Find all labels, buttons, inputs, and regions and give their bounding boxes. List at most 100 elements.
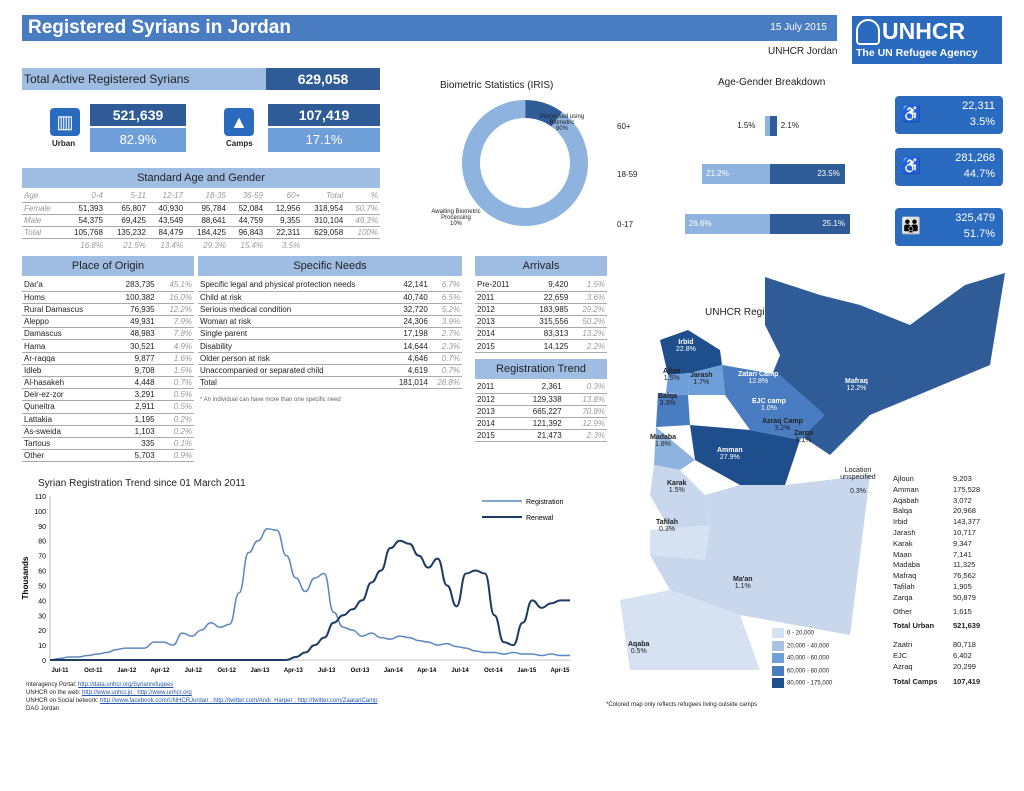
y-tick-label: 10 — [38, 643, 46, 650]
table-cell: 83,313 — [543, 329, 569, 339]
governorate-value: 1,615 — [953, 606, 972, 616]
region-amman — [690, 425, 800, 485]
table-cell: 2014 — [477, 329, 495, 339]
table-cell: 7.8% — [173, 329, 192, 339]
table-row: As-sweida 1,103 0.2% — [22, 425, 194, 438]
female-pct: 21.2% — [706, 169, 729, 178]
region-madaba — [654, 427, 695, 470]
table-cell: 105,768 — [74, 228, 103, 238]
table-row: 2015 14,125 2.2% — [475, 340, 607, 353]
governorate-value: 7,141 — [953, 549, 972, 559]
table-cell: 2015 — [477, 431, 495, 441]
unhcr-emblem-icon — [856, 19, 880, 45]
y-tick-label: 60 — [38, 569, 46, 576]
y-axis-label: Thousands — [21, 556, 30, 599]
x-tick-label: Oct-14 — [484, 668, 503, 674]
table-row: Damascus 48,983 7.8% — [22, 328, 194, 340]
region-pct: 3.3% — [659, 400, 676, 407]
table-cell: 3,291 — [134, 390, 155, 400]
table-cell: Pre-2011 — [477, 280, 510, 290]
table-cell: 48,983 — [130, 329, 155, 339]
governorate-value: 143,377 — [953, 517, 981, 527]
table-cell: 12.9% — [582, 419, 605, 429]
reg-trend-table: 2011 2,361 0.3% 2012 129,338 13.8% 2013 665,227… — [475, 381, 607, 442]
table-cell: 129,338 — [532, 394, 562, 404]
processed-label: Processed using Biometric 90% — [539, 114, 585, 132]
table-cell: 42,141 — [403, 280, 428, 290]
region-pct: 1.0% — [760, 405, 777, 412]
x-tick-label: Jan-15 — [517, 668, 537, 674]
region-pct: 0.5% — [630, 648, 647, 655]
table-row: 2013 315,556 50.2% — [475, 316, 607, 328]
table-header-cell: % — [370, 191, 378, 201]
table-cell: 16.8% — [80, 240, 103, 250]
age-stat-pct: 44.7% — [963, 168, 995, 180]
portal-link[interactable]: http://data.unhcr.org/Syrianrefugees — [78, 682, 174, 688]
table-cell: 2.3% — [586, 431, 605, 441]
table-cell: Female — [24, 203, 51, 213]
needs-table: Specific legal and physical protection n… — [198, 279, 462, 389]
table-cell: 13.8% — [582, 394, 605, 404]
table-row: Total 105,768 135,232 84,479 184,425 96,843 22… — [22, 227, 380, 239]
governorate-row: Madaba 11,325 — [893, 560, 1003, 571]
table-cell: 40,930 — [158, 203, 184, 213]
table-cell: 135,232 — [116, 228, 146, 238]
table-row: Idleb 9,708 1.5% — [22, 364, 194, 377]
people-icon: ♿ — [901, 158, 921, 175]
x-tick-label: Jul-14 — [451, 668, 469, 674]
table-cell: 21,473 — [537, 431, 562, 441]
table-cell: 0.3% — [586, 382, 605, 392]
governorate-row: Balqa 20,968 — [893, 506, 1003, 517]
governorate-name: Balqa — [893, 506, 913, 516]
governorate-row: Other 1,615 — [893, 607, 1003, 618]
social-link[interactable]: http://www.facebook.com/UNHCRJordan ; ht… — [100, 698, 378, 704]
legend-item: 60,000 - 80,000 — [772, 665, 832, 679]
arrivals-table: Pre-2011 9,420 1.5% 2011 22,659 3.6% 2012 183,9… — [475, 279, 607, 353]
region-pct: 1.5% — [668, 487, 685, 494]
governorate-name: EJC — [893, 650, 908, 660]
table-cell: 17,198 — [403, 329, 428, 339]
biometric-title: Biometric Statistics (IRIS) — [440, 80, 554, 91]
logo-subtext: The UN Refugee Agency — [856, 47, 978, 59]
trend-chart: Thousands 0 10 20 30 40 50 60 70 80 90 100 110 Jul-11… — [21, 494, 570, 674]
table-cell: Unaccompanied or separated child — [200, 365, 324, 375]
table-cell: 318,954 — [314, 203, 344, 213]
table-header-cell: Total — [326, 191, 344, 201]
region-name: Balqa — [658, 393, 678, 400]
map-region-label: EJC camp 1.0% — [752, 398, 786, 412]
table-cell: 14,644 — [403, 341, 428, 351]
region-name: Karak — [667, 480, 687, 487]
governorate-row: Ajloun 9,203 — [893, 474, 1003, 485]
x-tick-label: Jan-14 — [384, 668, 404, 674]
table-cell: 184,425 — [197, 228, 226, 238]
table-cell: 1.6% — [173, 353, 192, 363]
x-tick-label: Jul-12 — [185, 668, 203, 674]
table-cell: 12,956 — [275, 203, 301, 213]
web-link[interactable]: http://www.unhcr.jo ; http://www.unhcr.o… — [82, 690, 192, 696]
table-cell: 2011 — [477, 292, 495, 302]
people-icon: 👪 — [901, 218, 921, 235]
x-tick-label: Jul-11 — [51, 668, 69, 674]
legend-swatch — [772, 628, 784, 638]
governorate-row: Mafraq 76,562 — [893, 571, 1003, 582]
table-cell: 9,708 — [134, 365, 155, 375]
footer-credit: DAG Jordan — [26, 706, 60, 712]
table-cell: 76,935 — [130, 304, 155, 314]
region-name: EJC camp — [752, 398, 786, 405]
table-cell: 1,195 — [134, 414, 155, 424]
table-row: Child at risk 40,740 6.5% — [198, 291, 462, 304]
needs-title: Specific Needs — [198, 256, 462, 276]
table-cell: Al-hasakeh — [24, 378, 65, 388]
region-name: Jarash — [690, 372, 713, 379]
region-pct: 1.1% — [734, 583, 751, 590]
map-region-label: Madaba 1.8% — [650, 434, 676, 448]
x-tick-label: Jul-13 — [318, 668, 336, 674]
map-region-label: Tafilah 0.3% — [656, 519, 678, 533]
table-row: Serious medical condition 32,720 5.2% — [198, 303, 462, 316]
table-cell: 21.5% — [123, 240, 146, 250]
table-cell: 9,420 — [548, 280, 569, 290]
governorate-row: Karak 9,347 — [893, 539, 1003, 550]
legend-item: 80,000 - 175,000 — [772, 678, 832, 691]
region-pct: 27.9% — [719, 454, 740, 461]
governorate-name: Karak — [893, 538, 913, 548]
